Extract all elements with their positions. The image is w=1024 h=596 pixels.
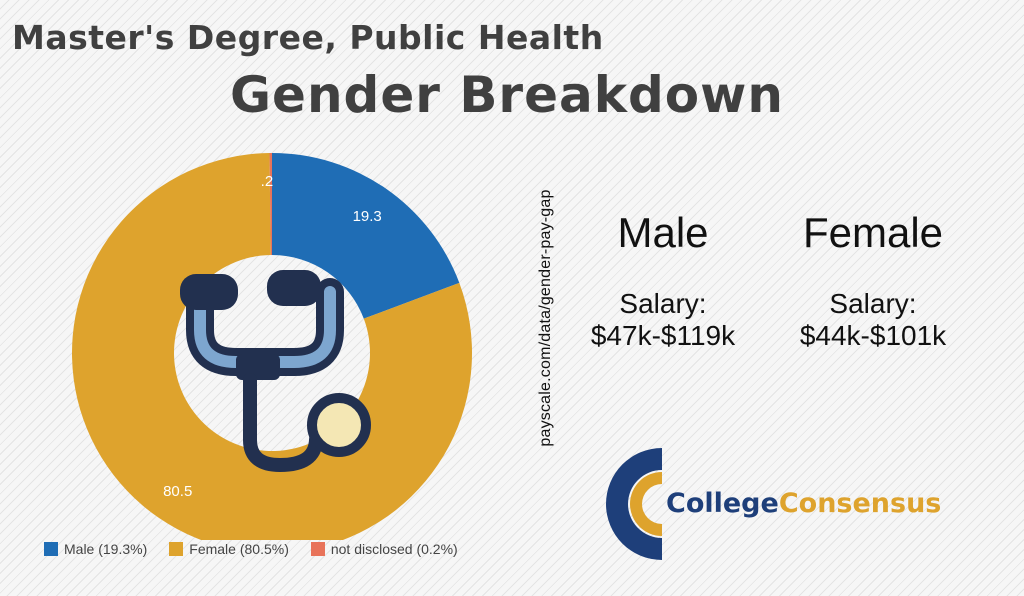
female-heading: Female [802, 209, 944, 256]
male-salary-label: Salary: [619, 288, 707, 319]
male-salary-panel: Male Salary: $47k-$119k [553, 208, 773, 352]
male-salary-range: $47k-$119k [590, 320, 736, 351]
stethoscope-icon [180, 270, 371, 473]
legend-label-male: Male (19.3%) [64, 541, 148, 557]
logo-arc-inner [630, 472, 662, 536]
logo-arc-outer [606, 448, 662, 560]
legend-label-not-disclosed: not disclosed (0.2%) [330, 541, 458, 557]
logo-text-college: College [666, 488, 779, 519]
data-label-male: 19.3 [353, 208, 382, 225]
donut-slice-not-disclosed [269, 153, 272, 256]
data-label-not-disclosed: .2 [261, 173, 274, 190]
chart-subtitle: Gender Breakdown [230, 66, 784, 124]
donut-chart: 19.3 80.5 .2 [72, 153, 472, 540]
female-salary-range: $44k-$101k [799, 320, 947, 351]
chart-title: Master's Degree, Public Health [12, 18, 604, 57]
legend-item-male: Male (19.3%) [44, 541, 147, 557]
chart-legend: Male (19.3%) Female (80.5%) not disclose… [44, 541, 458, 557]
data-label-female: 80.5 [163, 483, 192, 500]
logo-text-consensus: Consensus [779, 488, 942, 519]
female-salary-label: Salary: [829, 288, 917, 319]
donut-slice-male [272, 153, 460, 319]
donut-slice-female [72, 153, 472, 540]
college-consensus-logo: CollegeConsensus [606, 448, 941, 560]
legend-item-not-disclosed: not disclosed (0.2%) [310, 541, 458, 557]
logo-wordmark: CollegeConsensus [666, 488, 941, 519]
legend-item-female: Female (80.5%) [169, 541, 289, 557]
female-salary-panel: Female Salary: $44k-$101k [763, 208, 983, 352]
legend-swatch-not-disclosed [310, 542, 325, 556]
legend-swatch-male [44, 542, 58, 556]
legend-swatch-female [169, 542, 184, 556]
legend-label-female: Female (80.5%) [189, 541, 289, 557]
male-heading: Male [617, 209, 709, 256]
